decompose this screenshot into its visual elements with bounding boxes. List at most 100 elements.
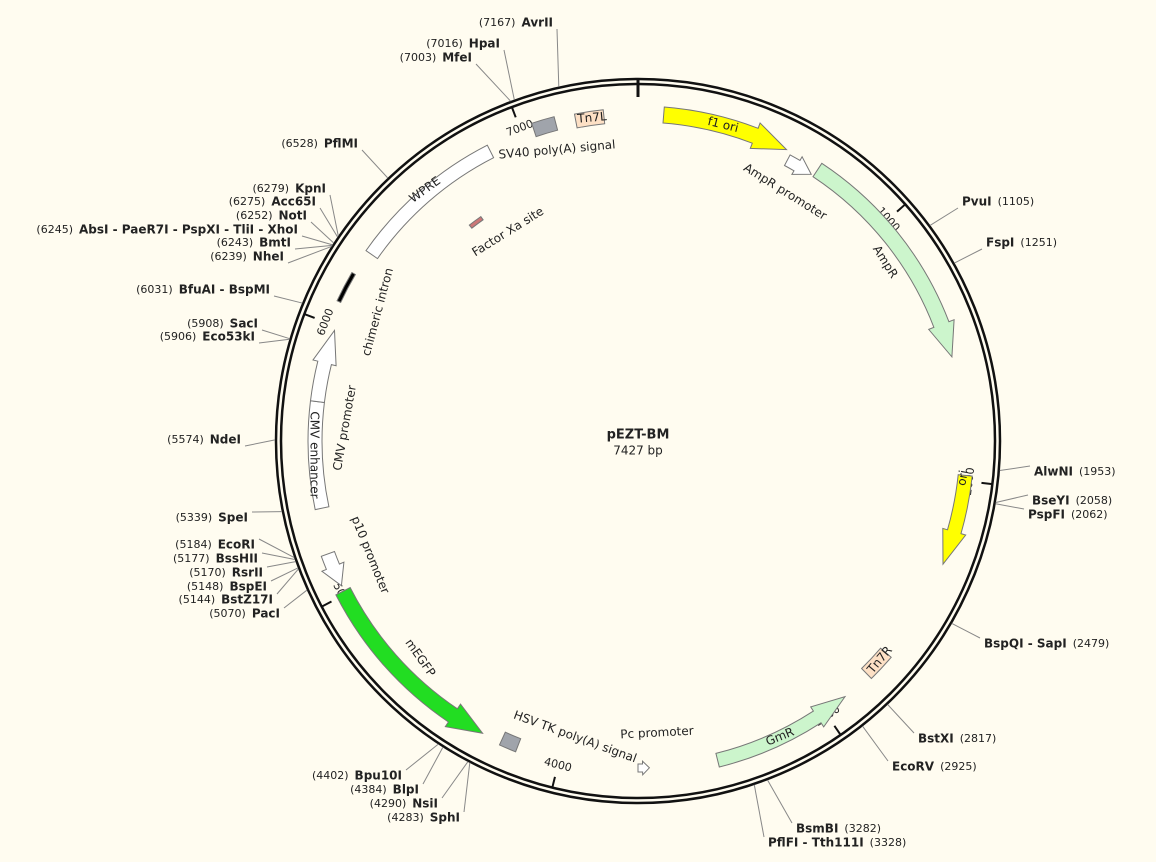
feature — [498, 731, 522, 753]
site-position: (6239) — [210, 250, 247, 263]
site-position: (5070) — [209, 607, 246, 620]
site-position: (1105) — [998, 195, 1035, 208]
feature — [335, 586, 484, 735]
feature — [309, 329, 337, 404]
site-position: (3328) — [870, 836, 907, 849]
site-name: SphI — [430, 811, 460, 825]
feature — [320, 550, 345, 587]
site-position: (7167) — [479, 16, 516, 29]
site-leader — [261, 329, 290, 340]
site-name: Eco53kI — [202, 330, 255, 344]
site-name: BfuAI - BspMI — [179, 283, 270, 297]
feature — [468, 215, 484, 229]
site-leader — [441, 761, 469, 799]
site-leader — [862, 725, 889, 762]
site-leader — [361, 149, 389, 179]
site-leader — [301, 235, 333, 246]
site-position: (5170) — [189, 566, 226, 579]
site-position: (6528) — [281, 137, 318, 150]
site-name: BssHII — [216, 552, 258, 566]
site-position: (2925) — [940, 760, 977, 773]
site-leader — [767, 779, 793, 824]
site-leader — [503, 49, 515, 100]
site-leader — [887, 704, 915, 734]
feature — [860, 647, 892, 680]
tick-mark — [896, 203, 906, 213]
site-leader — [283, 589, 308, 609]
site-leader — [995, 494, 1029, 503]
tick-mark — [510, 106, 517, 118]
site-leader — [405, 743, 439, 771]
feature — [783, 154, 813, 175]
site-name: PspFI — [1028, 508, 1065, 522]
site-name: KpnI — [295, 182, 326, 196]
site-position: (5906) — [160, 330, 197, 343]
site-name: AvrII — [521, 16, 553, 30]
feature — [336, 271, 357, 304]
feature — [812, 162, 955, 359]
site-name: SpeI — [218, 511, 248, 525]
feature — [365, 144, 495, 260]
tick-mark — [833, 725, 842, 736]
site-leader — [463, 762, 471, 813]
site-leader — [556, 28, 560, 87]
feature-label: ori — [954, 469, 970, 487]
site-name: NotI — [279, 209, 308, 223]
tick-mark — [303, 313, 315, 319]
site-name: BsmBI — [796, 822, 838, 836]
site-position: (1953) — [1079, 465, 1116, 478]
feature — [715, 695, 847, 768]
site-position: (7016) — [426, 37, 463, 50]
site-name: Acc65I — [271, 195, 316, 209]
site-name: BseYI — [1032, 494, 1070, 508]
site-leader — [310, 221, 335, 244]
site-name: BspEI — [229, 580, 267, 594]
site-name: NheI — [253, 250, 284, 264]
site-leader — [258, 338, 290, 344]
feature — [662, 106, 788, 151]
site-leader — [273, 295, 303, 304]
site-position: (4402) — [312, 769, 349, 782]
site-leader — [999, 465, 1031, 472]
plasmid-size: 7427 bp — [613, 444, 663, 458]
site-name: BmtI — [259, 236, 291, 250]
site-position: (4283) — [387, 811, 424, 824]
site-leader — [475, 63, 511, 102]
feature-label: CMV enhancer — [308, 411, 322, 498]
site-leader — [287, 245, 332, 264]
tick-mark — [551, 776, 556, 788]
tick-mark — [321, 600, 332, 608]
site-name: PvuI — [962, 195, 992, 209]
site-name: BstZ17I — [221, 593, 273, 607]
site-name: SacI — [230, 317, 258, 331]
site-position: (6031) — [136, 283, 173, 296]
feature — [637, 760, 651, 777]
site-leader — [276, 568, 299, 595]
site-name: NsiI — [412, 797, 438, 811]
site-position: (7003) — [400, 51, 437, 64]
site-leader — [951, 622, 981, 639]
site-name: AlwNI — [1034, 465, 1073, 479]
site-name: HpaI — [469, 37, 500, 51]
site-name: AbsI - PaeR7I - PspXI - TliI - XhoI — [79, 223, 298, 237]
site-leader — [995, 503, 1025, 510]
site-position: (5144) — [179, 593, 216, 606]
tick-mark — [981, 481, 993, 486]
site-leader — [954, 248, 983, 264]
site-position: (6275) — [229, 195, 266, 208]
site-leader — [319, 207, 339, 238]
site-name: EcoRV — [892, 760, 935, 774]
site-name: MfeI — [442, 51, 472, 65]
site-position: (6243) — [217, 236, 254, 249]
site-name: NdeI — [210, 433, 241, 447]
site-position: (5184) — [175, 538, 212, 551]
site-position: (6252) — [236, 209, 273, 222]
site-name: Bpu10I — [355, 769, 402, 783]
site-leader — [258, 538, 295, 558]
site-name: RsrII — [232, 566, 263, 580]
site-name: BspQI - SapI — [984, 637, 1067, 651]
site-leader — [270, 567, 299, 582]
site-position: (6279) — [253, 182, 290, 195]
